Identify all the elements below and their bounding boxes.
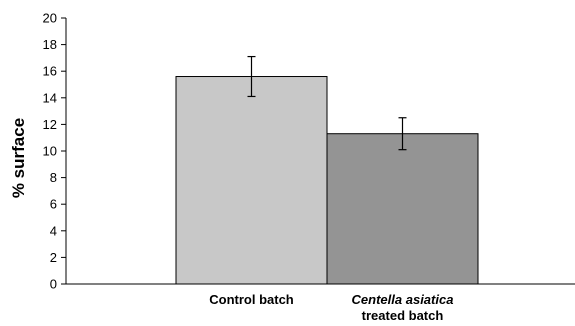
axes: 0 2 4 6 8 10 12 14 16 18 20 <box>43 11 575 292</box>
category-label: treated batch <box>362 308 444 323</box>
error-bar <box>247 55 256 98</box>
y-axis-title: % surface <box>9 118 28 198</box>
y-tick-label: 12 <box>43 117 57 132</box>
y-tick-label: 6 <box>50 197 57 212</box>
y-tick-label: 18 <box>43 37 57 52</box>
y-tick-label: 4 <box>50 223 57 238</box>
y-tick-label: 8 <box>50 170 57 185</box>
bars <box>175 55 479 285</box>
bar <box>326 133 479 285</box>
y-tick-label: 20 <box>43 11 57 26</box>
category-label: Control batch <box>209 292 294 307</box>
y-tick-label: 16 <box>43 64 57 79</box>
y-tick-label: 10 <box>43 144 57 159</box>
y-tick-label: 2 <box>50 250 57 265</box>
y-tick-label: 0 <box>50 277 57 292</box>
category-label: Centella asiatica <box>352 292 454 307</box>
y-tick-label: 14 <box>43 90 57 105</box>
error-bar <box>398 117 407 151</box>
bar <box>175 76 328 285</box>
